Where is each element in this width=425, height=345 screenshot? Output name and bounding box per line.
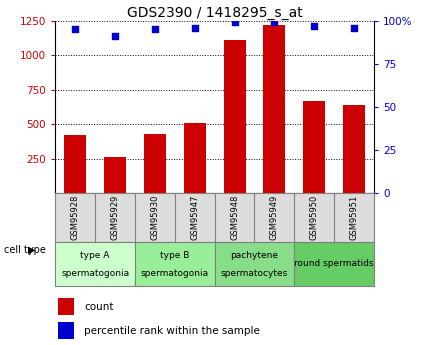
Text: type A: type A (80, 252, 110, 260)
Text: GSM95948: GSM95948 (230, 195, 239, 240)
Bar (58, 322, 74, 339)
Point (112, 33, 119, 39)
Text: spermatogonia: spermatogonia (141, 269, 209, 278)
Point (271, 20, 278, 25)
Text: round spermatids: round spermatids (295, 259, 374, 268)
Bar (58, 298, 74, 315)
Bar (104, 157, 126, 193)
FancyBboxPatch shape (215, 241, 294, 286)
Bar (264, 25, 285, 193)
Text: GSM95930: GSM95930 (150, 195, 159, 240)
Title: GDS2390 / 1418295_s_at: GDS2390 / 1418295_s_at (127, 6, 303, 20)
Text: GSM95951: GSM95951 (350, 195, 359, 240)
FancyBboxPatch shape (294, 241, 374, 286)
Point (351, 25, 357, 30)
Point (311, 23, 317, 29)
Bar (64, 135, 86, 193)
FancyBboxPatch shape (135, 241, 215, 286)
Text: count: count (84, 302, 113, 312)
Text: GSM95929: GSM95929 (110, 195, 119, 240)
Point (191, 25, 198, 30)
FancyBboxPatch shape (55, 241, 135, 286)
Text: ▶: ▶ (28, 245, 36, 255)
Bar (144, 134, 166, 193)
Text: spermatogonia: spermatogonia (61, 269, 129, 278)
Text: GSM95928: GSM95928 (71, 195, 79, 240)
Point (231, 20, 238, 25)
Text: GSM95949: GSM95949 (270, 195, 279, 240)
Text: spermatocytes: spermatocytes (221, 269, 288, 278)
Bar (303, 101, 325, 193)
Point (72, 27, 79, 32)
Text: percentile rank within the sample: percentile rank within the sample (84, 326, 260, 336)
Text: cell type: cell type (4, 245, 46, 255)
Text: type B: type B (160, 252, 190, 260)
Text: GSM95950: GSM95950 (310, 195, 319, 240)
Text: pachytene: pachytene (230, 252, 278, 260)
Bar (343, 105, 365, 193)
Bar (224, 40, 246, 193)
Bar (184, 123, 206, 193)
Point (151, 27, 158, 32)
Text: GSM95947: GSM95947 (190, 195, 199, 240)
